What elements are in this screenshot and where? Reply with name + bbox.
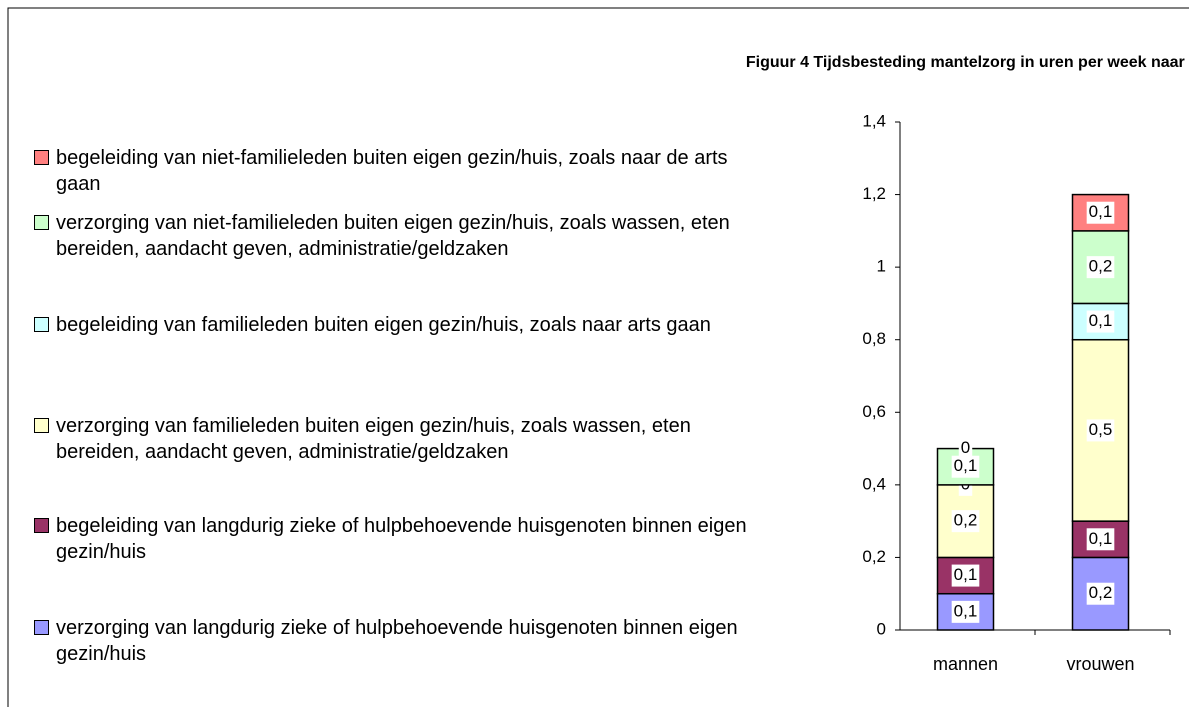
data-label: 0,2 <box>1089 583 1113 602</box>
legend-label: verzorging van familieleden buiten eigen… <box>56 415 691 463</box>
y-tick-label: 1,4 <box>862 111 886 130</box>
legend-label: verzorging van niet-familieleden buiten … <box>56 212 730 260</box>
data-label-bg <box>1086 201 1115 224</box>
legend-entry: verzorging van langdurig zieke of hulpbe… <box>34 615 764 667</box>
data-label-bg <box>951 600 980 623</box>
x-tick-label: mannen <box>933 654 998 674</box>
legend-swatch <box>34 518 49 533</box>
data-label: 0,1 <box>954 565 978 584</box>
legend-swatch <box>34 215 49 230</box>
bar-segment <box>1071 520 1130 559</box>
data-label: 0,1 <box>1089 311 1113 330</box>
data-label-bg <box>951 455 980 478</box>
data-label-bg <box>958 437 973 460</box>
y-tick-label: 0,4 <box>862 474 886 493</box>
data-label-bg <box>1086 582 1115 605</box>
chart-title: Figuur 4 Tijdsbesteding mantelzorg in ur… <box>745 54 1189 71</box>
data-label-bg <box>1086 528 1115 551</box>
y-tick-label: 0,2 <box>862 547 886 566</box>
legend-swatch <box>34 418 49 433</box>
legend-label: begeleiding van niet-familieleden buiten… <box>56 147 728 195</box>
legend-label: begeleiding van familieleden buiten eige… <box>56 314 711 336</box>
x-tick-label: vrouwen <box>1066 654 1134 674</box>
legend-label: begeleiding van langdurig zieke of hulpb… <box>56 515 747 563</box>
legend-entry: verzorging van familieleden buiten eigen… <box>34 413 764 465</box>
legend-label: verzorging van langdurig zieke of hulpbe… <box>56 617 738 665</box>
data-label: 0,2 <box>1089 257 1113 276</box>
data-label: 0,1 <box>954 456 978 475</box>
data-label: 0 <box>961 438 970 457</box>
legend-entry: begeleiding van langdurig zieke of hulpb… <box>34 513 764 565</box>
legend-swatch <box>34 317 49 332</box>
y-tick-label: 0 <box>877 619 886 638</box>
data-label: 0,1 <box>1089 202 1113 221</box>
data-label-bg <box>951 564 980 587</box>
data-label-bg <box>1086 310 1115 333</box>
data-label-bg <box>951 510 980 533</box>
y-tick-label: 1 <box>877 257 886 276</box>
y-tick-label: 0,8 <box>862 329 886 348</box>
legend-swatch <box>34 150 49 165</box>
data-label: 0,1 <box>954 601 978 620</box>
data-label: 0,2 <box>954 511 978 530</box>
legend-swatch <box>34 620 49 635</box>
legend-entry: begeleiding van familieleden buiten eige… <box>34 312 764 338</box>
y-tick-label: 0,6 <box>862 402 886 421</box>
data-label-bg <box>1086 419 1115 442</box>
legend-entry: verzorging van niet-familieleden buiten … <box>34 210 764 262</box>
legend-entry: begeleiding van niet-familieleden buiten… <box>34 145 764 197</box>
data-label: 0,5 <box>1089 420 1113 439</box>
frame <box>7 7 1189 707</box>
data-label-bg <box>1086 256 1115 279</box>
y-tick-label: 1,2 <box>862 184 886 203</box>
bar-segment <box>936 556 995 595</box>
data-label: 0,1 <box>1089 529 1113 548</box>
